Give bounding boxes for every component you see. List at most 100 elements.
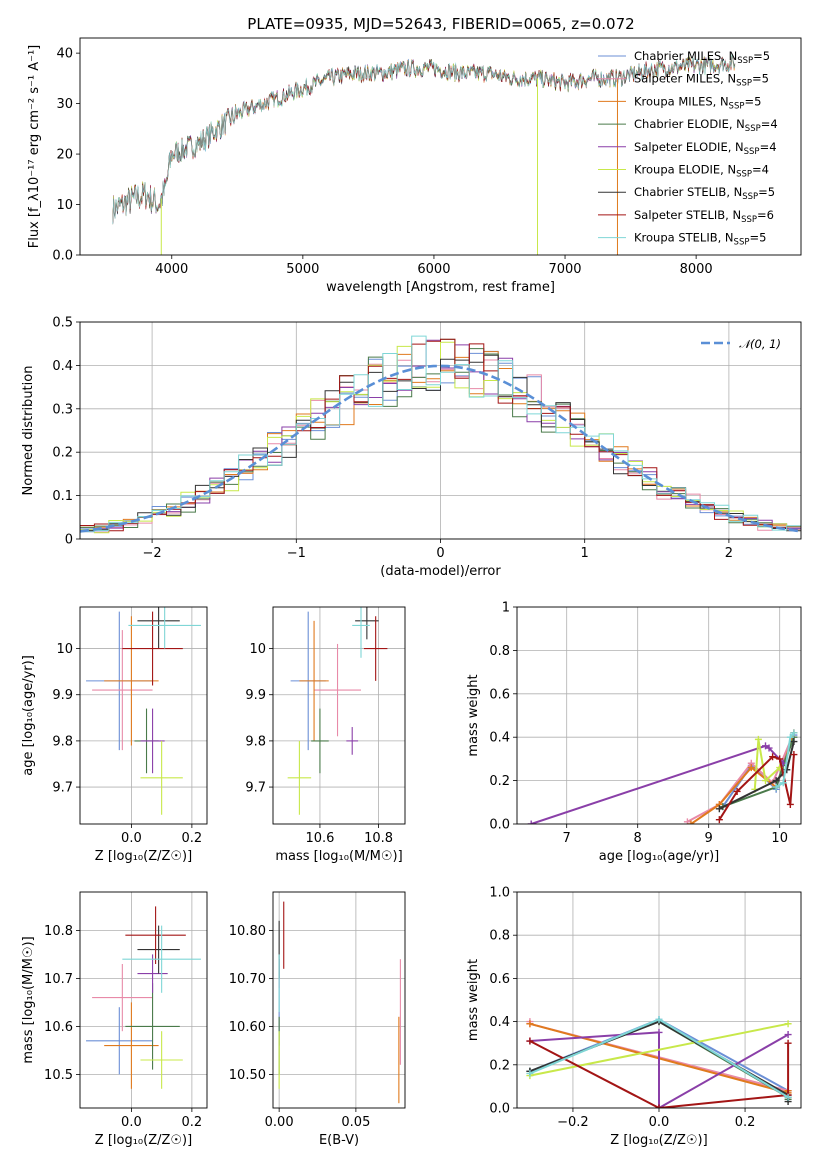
- x-axis-label: E(B-V): [319, 1133, 359, 1148]
- weight-point-marker: [786, 800, 794, 808]
- y-tick-label: 10.8: [44, 924, 73, 939]
- axes-frame: [516, 891, 802, 1109]
- axes-frame: [272, 606, 406, 825]
- histogram-series-line: [80, 338, 801, 539]
- x-tick-label: 10.6: [305, 831, 334, 846]
- x-tick-label: 1: [581, 546, 589, 561]
- y-tick-label: 10.70: [229, 972, 266, 987]
- x-tick-label: 0.0: [121, 1115, 142, 1130]
- axes-frame: [79, 606, 208, 825]
- x-tick-label: −1: [287, 546, 306, 561]
- weight-point-marker: [526, 1069, 534, 1077]
- y-tick-label: 10: [56, 198, 73, 213]
- y-tick-label: 10: [56, 642, 73, 657]
- histogram-series-line: [80, 335, 801, 539]
- y-axis-label: mass weight: [466, 959, 481, 1041]
- plot-area-mass-vs-metallicity: [80, 892, 207, 1108]
- axes-frame: [272, 891, 406, 1109]
- y-tick-label: 0.5: [52, 316, 73, 331]
- y-tick-label: 10.6: [44, 1020, 73, 1035]
- axes-frame: [79, 37, 802, 256]
- y-tick-label: 9.7: [52, 781, 73, 796]
- weight-point-marker: [527, 820, 535, 824]
- weight-point-marker: [784, 1031, 792, 1039]
- x-tick-label: 2: [725, 546, 733, 561]
- weight-series-line: [718, 754, 795, 821]
- x-tick-label: −0.2: [557, 1115, 589, 1130]
- x-tick-label: 10.8: [364, 831, 393, 846]
- legend-label: Kroupa MILES, NSSP=5: [634, 94, 761, 111]
- x-axis-label: mass [log₁₀(M/M☉)]: [275, 849, 402, 864]
- axes-age-vs-mass: 10.6 10.8 9.7 9.8 9.9 10 mass [log₁₀(M/M☉)]: [245, 606, 406, 864]
- y-tick-label: 40: [56, 47, 73, 62]
- x-tick-label: 0.0: [121, 831, 142, 846]
- x-tick-label: 6000: [417, 262, 450, 277]
- weight-series-line: [530, 744, 785, 824]
- y-tick-label: 10.7: [44, 972, 73, 987]
- y-tick-label: 0.0: [52, 249, 73, 264]
- axes-frame: [516, 606, 802, 825]
- y-tick-label: 1: [502, 601, 510, 616]
- weight-point-marker: [772, 777, 780, 785]
- x-axis-label: wavelength [Angstrom, rest frame]: [326, 280, 555, 295]
- axes-residual-hist: −2 −1 0 1 2 0 0.1 0.2 0.3 0.4 0.5 (data-model)/erro…: [21, 316, 802, 579]
- y-tick-label: 10.5: [44, 1068, 73, 1083]
- weight-point-marker: [765, 744, 773, 752]
- y-tick-label: 10: [249, 642, 266, 657]
- x-tick-label: 0.00: [265, 1115, 294, 1130]
- axes-weight-vs-age: 7 8 9 10 0.0 0.2 0.4 0.6 0.8 1 age [log₁₀(age/yr)]…: [466, 601, 802, 864]
- weight-point-marker: [683, 818, 691, 824]
- plot-area-mass-vs-extinction: [273, 892, 405, 1108]
- y-tick-label: 1.0: [489, 886, 510, 901]
- y-tick-label: 0.4: [52, 359, 73, 374]
- weight-point-marker: [526, 1037, 534, 1045]
- weight-series-line: [529, 1040, 790, 1108]
- legend-layer: Chabrier MILES, NSSP=5 Salpeter MILES, NS…: [598, 49, 781, 351]
- x-tick-label: 8: [634, 831, 642, 846]
- legend-label: Chabrier MILES, NSSP=5: [634, 49, 770, 66]
- weight-point-marker: [772, 783, 780, 791]
- y-tick-label: 10.80: [229, 924, 266, 939]
- y-axis-label: Normed distribution: [21, 366, 36, 496]
- legend-label: 𝒩(0, 1): [739, 337, 781, 351]
- weight-point-marker: [655, 1028, 663, 1036]
- y-tick-label: 9.9: [245, 688, 266, 703]
- y-tick-label: 0.1: [52, 489, 73, 504]
- y-tick-label: 30: [56, 97, 73, 112]
- plot-area-age-vs-mass: [273, 607, 405, 824]
- weight-point-marker: [784, 1020, 792, 1028]
- x-axis-label: Z [log₁₀(Z/Z☉)]: [95, 849, 192, 864]
- plot-marks: 4000 5000 6000 7000 80000.010203040wavelengt…: [21, 37, 802, 1148]
- y-tick-label: 0.4: [489, 1015, 510, 1030]
- legend-label: Salpeter MILES, NSSP=5: [634, 72, 769, 89]
- x-tick-label: −2: [143, 546, 162, 561]
- x-tick-label: 0.2: [182, 1115, 203, 1130]
- x-tick-label: 9: [705, 831, 713, 846]
- plot-area-weight-vs-age: [517, 607, 801, 824]
- legend-label: Salpeter ELODIE, NSSP=4: [634, 140, 777, 157]
- x-tick-label: 7: [563, 831, 571, 846]
- weight-point-marker: [687, 820, 695, 824]
- weight-point-marker: [784, 1093, 792, 1101]
- y-tick-label: 0.2: [489, 1058, 510, 1073]
- weight-point-marker: [790, 751, 798, 759]
- weight-series-line: [529, 1031, 789, 1108]
- y-tick-label: 9.8: [52, 734, 73, 749]
- weight-point-marker: [790, 738, 798, 746]
- y-tick-label: 0.4: [489, 731, 510, 746]
- weight-point-marker: [715, 816, 723, 824]
- weight-point-marker: [715, 805, 723, 813]
- normal-curve: [80, 364, 801, 533]
- plot-area-weight-vs-metallicity: [517, 892, 801, 1108]
- y-tick-label: 10.60: [229, 1020, 266, 1035]
- weight-point-marker: [754, 735, 762, 743]
- plot-area-age-vs-metallicity: [80, 607, 207, 824]
- legend-label: Kroupa ELODIE, NSSP=4: [634, 163, 769, 180]
- weight-point-marker: [655, 1015, 663, 1023]
- y-tick-label: 0.0: [489, 818, 510, 833]
- y-axis-label: mass [log₁₀(M/M☉)]: [21, 936, 36, 1063]
- y-axis-label: mass weight: [466, 674, 481, 756]
- weight-series-line: [775, 732, 795, 788]
- axes-mass-vs-metallicity: 0.0 0.2 10.5 10.6 10.7 10.8 Z [log₁₀(Z/Z☉)] mas…: [21, 891, 208, 1148]
